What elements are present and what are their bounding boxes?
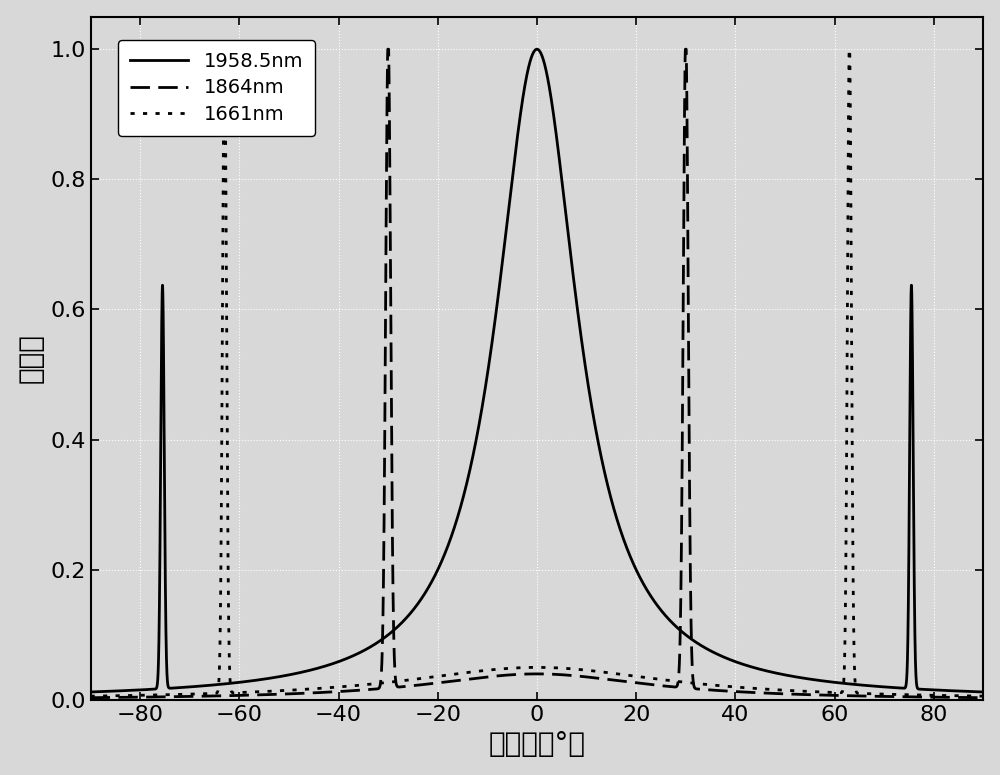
1958.5nm xyxy=(977,687,989,697)
1864nm xyxy=(569,671,581,680)
1661nm xyxy=(299,684,311,694)
1864nm xyxy=(382,44,394,53)
1958.5nm xyxy=(531,44,543,53)
1864nm xyxy=(427,679,439,688)
1661nm xyxy=(145,691,157,700)
1958.5nm xyxy=(426,576,438,585)
1864nm xyxy=(622,677,634,687)
Y-axis label: 吸收率: 吸收率 xyxy=(17,333,45,383)
1958.5nm xyxy=(622,547,634,556)
Line: 1661nm: 1661nm xyxy=(91,49,983,696)
1864nm xyxy=(85,693,97,702)
1958.5nm xyxy=(85,687,97,697)
1661nm xyxy=(427,673,439,682)
1864nm xyxy=(145,692,157,701)
1864nm xyxy=(747,688,759,698)
1661nm xyxy=(622,670,634,680)
1661nm xyxy=(747,684,759,693)
1864nm xyxy=(299,688,311,698)
1661nm xyxy=(977,691,989,701)
Line: 1864nm: 1864nm xyxy=(91,49,983,698)
1661nm xyxy=(569,664,581,673)
1958.5nm xyxy=(747,663,759,672)
1661nm xyxy=(85,691,97,701)
1958.5nm xyxy=(145,684,157,694)
1864nm xyxy=(977,693,989,702)
1958.5nm xyxy=(299,666,311,676)
Line: 1958.5nm: 1958.5nm xyxy=(91,49,983,692)
1958.5nm xyxy=(569,285,581,294)
1661nm xyxy=(218,44,230,53)
Legend: 1958.5nm, 1864nm, 1661nm: 1958.5nm, 1864nm, 1661nm xyxy=(118,40,315,136)
X-axis label: 入射角（°）: 入射角（°） xyxy=(488,730,585,758)
